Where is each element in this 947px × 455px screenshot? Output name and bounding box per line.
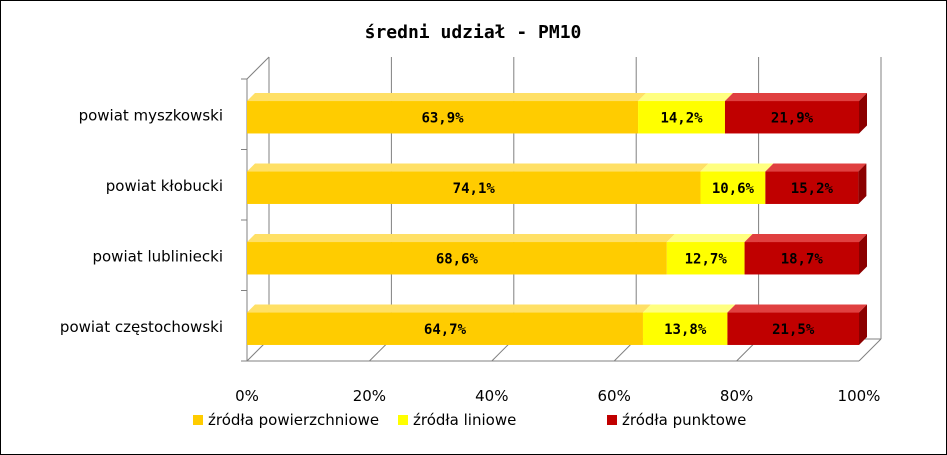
bar-segment xyxy=(247,242,667,275)
bar-segment xyxy=(744,242,859,275)
bar-side-face xyxy=(859,304,867,345)
legend-label: źródła powierzchniowe xyxy=(208,411,379,429)
x-tick-label: 80% xyxy=(720,387,753,405)
data-label: 12,7% xyxy=(685,251,728,267)
bar-segment xyxy=(247,171,701,204)
bar-top-face xyxy=(638,93,733,102)
bar-segment xyxy=(638,101,725,134)
data-label: 21,5% xyxy=(772,322,815,338)
bar-segment xyxy=(642,312,728,345)
bar-side-face xyxy=(859,93,867,134)
data-label: 74,1% xyxy=(453,181,496,197)
data-label: 15,2% xyxy=(791,181,834,197)
data-label: 18,7% xyxy=(781,251,824,267)
wall-top-edge xyxy=(246,56,270,80)
data-label: 10,6% xyxy=(712,181,755,197)
category-label: powiat myszkowski xyxy=(79,106,223,124)
category-label: powiat kłobucki xyxy=(106,177,223,195)
bar-segment xyxy=(247,101,639,134)
bar-top-face xyxy=(247,93,647,102)
bar-top-face xyxy=(724,93,867,102)
category-label: powiat częstochowski xyxy=(60,318,223,336)
bar-segment xyxy=(724,101,859,134)
data-label: 63,9% xyxy=(421,110,464,126)
legend-swatch xyxy=(398,415,408,425)
bar-side-face xyxy=(859,234,867,275)
bar-top-face xyxy=(700,163,774,172)
bar-segment xyxy=(700,171,766,204)
category-label: powiat lubliniecki xyxy=(92,247,223,265)
data-label: 21,9% xyxy=(771,110,814,126)
bar-segment xyxy=(765,171,859,204)
bar-top-face xyxy=(765,163,867,172)
bar-segment xyxy=(666,242,745,275)
bars: 63,9% 14,2% 21,9% 74,1% 10,6% 15,2% 68,6% 12,7%… xyxy=(247,93,867,345)
data-label: 68,6% xyxy=(436,251,479,267)
data-label: 14,2% xyxy=(660,110,703,126)
data-label: 13,8% xyxy=(664,322,707,338)
legend-swatch xyxy=(607,415,617,425)
x-tick-label: 100% xyxy=(838,387,881,405)
bar-top-face xyxy=(744,234,867,243)
legend-label: źródła punktowe xyxy=(622,411,746,429)
x-tick-label: 20% xyxy=(353,387,386,405)
bar-segment xyxy=(727,312,859,345)
data-label: 64,7% xyxy=(424,322,467,338)
floor-gridline xyxy=(858,338,882,362)
bar-segment xyxy=(247,312,643,345)
bar-top-face xyxy=(247,304,651,313)
bar-top-face xyxy=(642,304,736,313)
bar-top-face xyxy=(666,234,753,243)
x-tick-label: 60% xyxy=(598,387,631,405)
x-tick-label: 0% xyxy=(235,387,259,405)
bar-top-face xyxy=(727,304,867,313)
bar-top-face xyxy=(247,234,675,243)
legend: źródła powierzchniowe źródła liniowe źródł… xyxy=(193,411,746,429)
legend-label: źródła liniowe xyxy=(413,411,516,429)
x-tick-labels: 0% 20% 40% 60% 80% 100% xyxy=(235,387,880,405)
category-labels: powiat myszkowski powiat kłobucki powiat l… xyxy=(60,106,223,336)
x-tick-label: 40% xyxy=(475,387,508,405)
bar-side-face xyxy=(858,163,867,204)
chart-title: średni udział - PM10 xyxy=(365,22,582,43)
legend-swatch xyxy=(193,415,203,425)
bar-top-face xyxy=(247,163,709,172)
